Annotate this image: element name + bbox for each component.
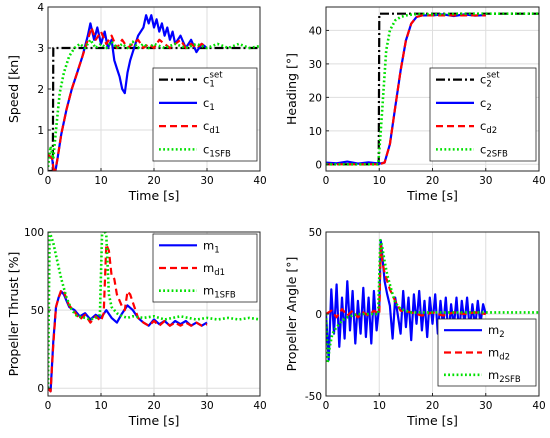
x-tick-label: 10 xyxy=(94,175,107,187)
x-axis-label: Time [s] xyxy=(128,188,180,203)
legend-entry: m1 xyxy=(203,238,220,255)
x-axis-label: Time [s] xyxy=(406,188,458,203)
x-tick-label: 30 xyxy=(200,175,213,187)
x-tick-label: 0 xyxy=(323,400,330,412)
x-tick-label: 20 xyxy=(147,175,160,187)
series-line-md2 xyxy=(326,244,486,319)
y-axis-label: Propeller Angle [°] xyxy=(284,257,299,372)
x-tick-label: 0 xyxy=(45,400,52,412)
y-axis-label: Speed [kn] xyxy=(6,55,21,123)
x-tick-label: 40 xyxy=(253,400,266,412)
y-tick-label: 0 xyxy=(37,383,44,395)
legend: m1 md1 m1SFB xyxy=(152,233,258,303)
y-tick-label: 50 xyxy=(31,305,44,317)
y-axis-label: Propeller Thrust [%] xyxy=(6,252,21,377)
legend-entry: c1SFB xyxy=(203,142,231,159)
legend-entry: c1set xyxy=(203,71,223,90)
x-tick-label: 20 xyxy=(426,400,439,412)
series-line-c1SFB xyxy=(48,38,260,168)
legend-entry: c2set xyxy=(480,71,500,90)
chart-thrust: 0 10 20 30 40 0 50 100 Time [s] Propeller Thrust … xyxy=(6,227,267,428)
x-tick-label: 10 xyxy=(94,400,107,412)
x-tick-label: 40 xyxy=(253,175,266,187)
legend-entry: c2SFB xyxy=(480,142,508,159)
series-line-cd1 xyxy=(48,26,208,171)
y-tick-label: 100 xyxy=(24,227,44,239)
series-line-m2SFB xyxy=(326,238,539,365)
legend-entry: md2 xyxy=(488,346,510,363)
y-tick-label: 1 xyxy=(37,125,44,137)
legend-entry: m1SFB xyxy=(203,284,236,301)
legend-entry: md1 xyxy=(203,261,225,278)
x-tick-label: 20 xyxy=(147,400,160,412)
y-tick-label: 0 xyxy=(37,166,44,178)
legend-entry: c1 xyxy=(203,96,215,113)
legend-entry: cd2 xyxy=(480,119,497,136)
y-tick-label: 50 xyxy=(309,227,322,239)
y-tick-label: 2 xyxy=(37,84,44,96)
y-tick-label: 0 xyxy=(315,309,322,321)
legend-entry: c2 xyxy=(480,96,492,113)
legend: c1set c1 cd1 c1SFB xyxy=(152,67,258,162)
y-tick-label: -50 xyxy=(305,391,322,403)
legend-entry: cd1 xyxy=(203,119,220,136)
legend: m2 md2 m2SFB xyxy=(437,318,537,387)
y-tick-label: 0 xyxy=(315,159,322,171)
x-axis-label: Time [s] xyxy=(406,413,458,428)
x-tick-label: 20 xyxy=(426,175,439,187)
y-axis-label: Heading [°] xyxy=(284,53,299,125)
y-tick-label: 10 xyxy=(309,126,322,138)
legend-entry: m2 xyxy=(488,323,505,340)
y-tick-label: 3 xyxy=(37,43,44,55)
chart-heading: 0 10 20 30 40 0 10 20 30 40 Time [s] Heading [°] c2s… xyxy=(284,6,546,203)
x-tick-label: 30 xyxy=(479,400,492,412)
y-tick-label: 4 xyxy=(37,2,44,14)
y-tick-label: 40 xyxy=(309,25,322,37)
x-tick-label: 40 xyxy=(532,175,545,187)
y-tick-label: 20 xyxy=(309,92,322,104)
y-tick-label: 30 xyxy=(309,59,322,71)
series-line-m1 xyxy=(48,290,208,393)
x-tick-label: 0 xyxy=(45,175,52,187)
x-tick-label: 10 xyxy=(373,175,386,187)
x-tick-label: 10 xyxy=(373,400,386,412)
x-tick-label: 40 xyxy=(532,400,545,412)
legend: c2set c2 cd2 c2SFB xyxy=(429,67,537,162)
legend-entry: m2SFB xyxy=(488,368,521,385)
x-axis-label: Time [s] xyxy=(128,413,180,428)
x-tick-label: 30 xyxy=(479,175,492,187)
x-tick-label: 30 xyxy=(200,400,213,412)
series-line-c2SFB xyxy=(326,12,539,166)
x-tick-label: 0 xyxy=(323,175,330,187)
